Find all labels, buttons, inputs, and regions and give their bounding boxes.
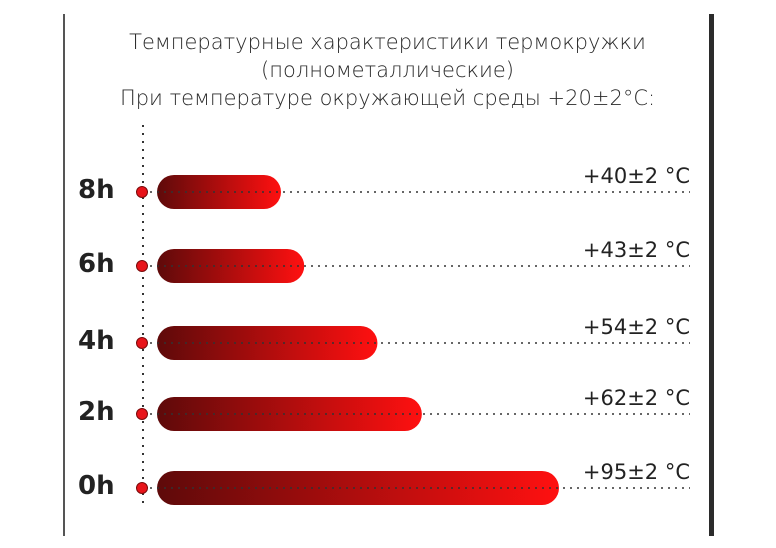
title-line-1: Температурные характеристики термокружки [129, 30, 646, 54]
value-label: +40±2 °C [582, 164, 690, 188]
category-label: 4h [78, 326, 115, 356]
category-label: 6h [78, 249, 115, 279]
category-label: 0h [78, 471, 115, 501]
title-line-2: (полнометаллические) [261, 58, 514, 82]
value-label: +43±2 °C [582, 238, 690, 262]
bar-4h [157, 326, 378, 360]
bar-0h [157, 471, 559, 505]
axis-dot-8h [136, 186, 148, 198]
value-label: +95±2 °C [582, 460, 690, 484]
bar-6h [157, 249, 305, 283]
category-label: 8h [78, 175, 115, 205]
left-border [63, 14, 65, 536]
bar-2h [157, 397, 422, 431]
bar-8h [157, 175, 281, 209]
value-label: +62±2 °C [582, 386, 690, 410]
axis-dot-0h [136, 482, 148, 494]
value-label: +54±2 °C [582, 315, 690, 339]
axis-dot-2h [136, 408, 148, 420]
title-line-3: При температуре окружающей среды +20±2°C… [119, 86, 656, 110]
category-label: 2h [78, 397, 115, 427]
right-border [709, 14, 714, 536]
axis-dot-4h [136, 337, 148, 349]
axis-dot-6h [136, 260, 148, 272]
chart-title: Температурные характеристики термокружки… [66, 28, 709, 112]
